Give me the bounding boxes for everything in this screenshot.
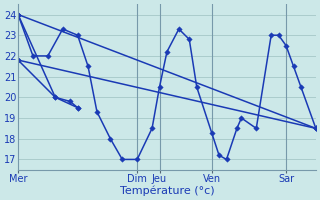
X-axis label: Température (°c): Température (°c) <box>120 185 214 196</box>
